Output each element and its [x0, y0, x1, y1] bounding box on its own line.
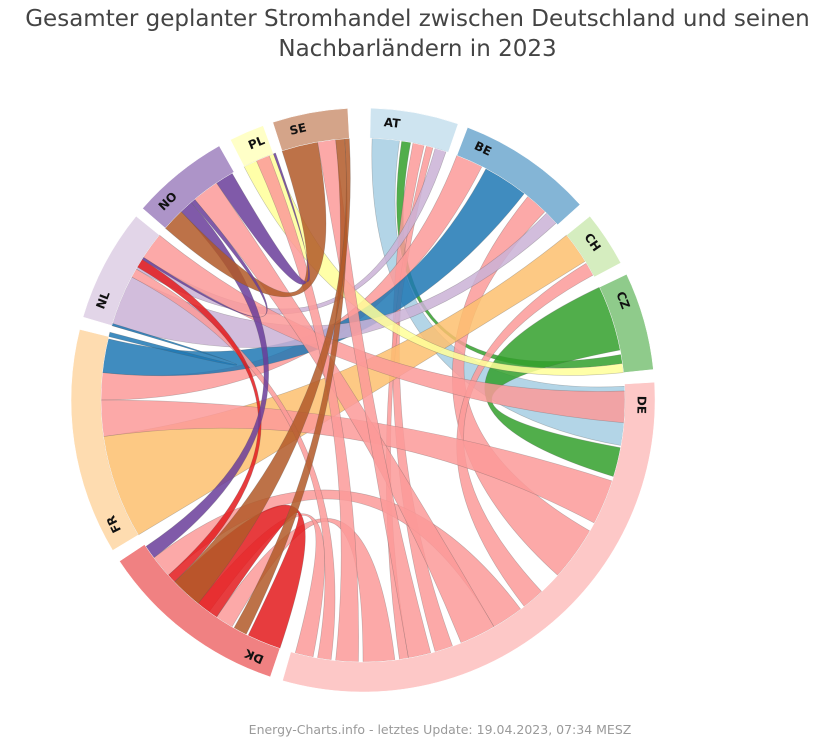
arc-no[interactable] — [142, 145, 235, 229]
arc-dk[interactable] — [119, 544, 281, 678]
arc-fr[interactable] — [70, 329, 139, 551]
arc-label-se: SE — [288, 120, 308, 138]
arc-label-nl: NL — [93, 289, 113, 311]
arc-label-fr: FR — [104, 513, 124, 535]
arc-label-cz: CZ — [613, 290, 632, 312]
ribbons-layer — [100, 137, 626, 663]
arc-cz[interactable] — [599, 273, 654, 373]
arc-label-pl: PL — [246, 133, 267, 152]
arc-de[interactable] — [282, 381, 656, 693]
chart-title-line-2: Nachbarländern in 2023 — [278, 36, 557, 62]
footer-source: Energy-Charts.info - letztes Update: 19.… — [248, 722, 632, 737]
arc-be[interactable] — [456, 127, 581, 226]
arc-label-at: AT — [383, 115, 402, 131]
arc-label-de: DE — [634, 396, 648, 414]
ribbon-cz-de-11[interactable] — [484, 286, 621, 477]
arc-ch[interactable] — [566, 215, 622, 278]
chart-title-line-1: Gesamter geplanter Stromhandel zwischen … — [25, 6, 810, 32]
chart-title: Gesamter geplanter Stromhandel zwischen … — [0, 4, 835, 64]
arc-at[interactable] — [369, 107, 459, 153]
arcs-layer — [70, 107, 656, 693]
arc-label-be: BE — [472, 139, 494, 159]
arc-se[interactable] — [272, 108, 350, 152]
arc-pl[interactable] — [230, 125, 274, 167]
arc-nl[interactable] — [82, 215, 160, 326]
